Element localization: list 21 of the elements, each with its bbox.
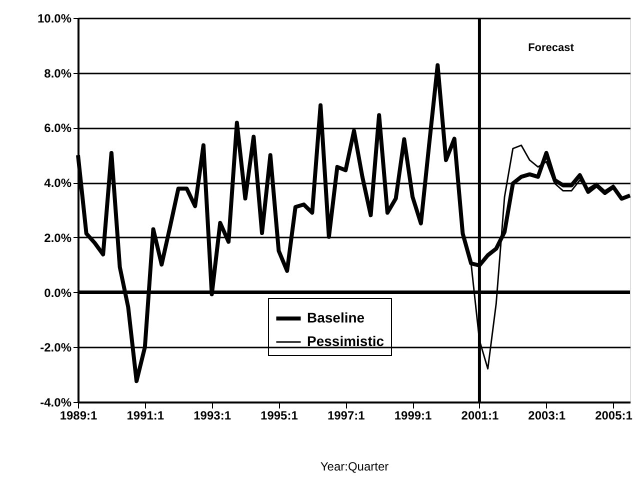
x-tick-label: 2001:1 [461, 408, 499, 422]
y-tick-label: 4.0% [44, 176, 72, 190]
x-tick-label: 1991:1 [126, 408, 164, 422]
x-tick-label: 1999:1 [394, 408, 432, 422]
x-axis-title: Year:Quarter [320, 460, 389, 474]
x-tick-label: 1995:1 [260, 408, 298, 422]
y-tick-label: -4.0% [40, 396, 72, 410]
x-tick-label: 1993:1 [194, 408, 232, 422]
y-tick-label: 0.0% [44, 286, 72, 300]
annotation: Forecast [528, 42, 574, 54]
x-tick-label: 2005:1 [595, 408, 633, 422]
legend-label: Baseline [307, 310, 365, 326]
x-tick-label: 1997:1 [327, 408, 366, 422]
y-tick-label: 6.0% [44, 121, 72, 136]
y-tick-label: -2.0% [40, 340, 72, 355]
y-tick-label: 10.0% [37, 12, 72, 26]
x-tick-label: 2003:1 [528, 408, 566, 422]
y-tick-label: 8.0% [44, 66, 72, 80]
y-tick-label: 2.0% [44, 230, 72, 245]
legend-label: Pessimistic [307, 333, 384, 349]
x-tick-label: 1989:1 [60, 408, 98, 422]
